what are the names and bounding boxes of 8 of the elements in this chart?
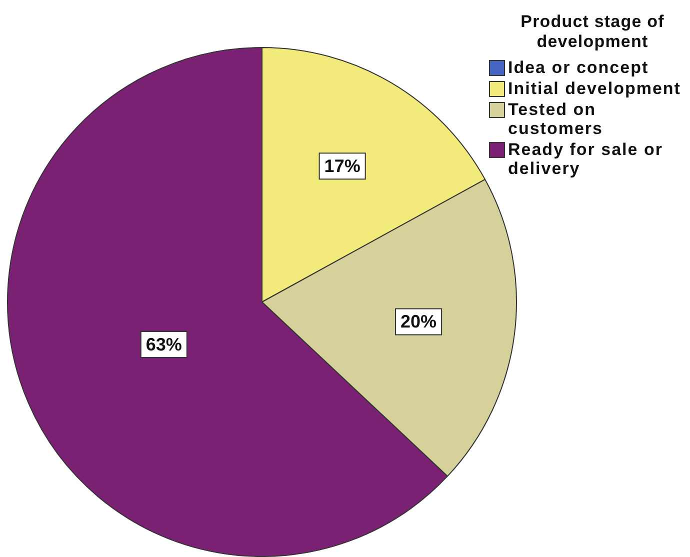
legend-label: Idea or concept	[508, 58, 650, 77]
legend-label: Tested on customers	[508, 100, 604, 138]
legend-label: Ready for sale or delivery	[508, 140, 664, 178]
data-label: 17%	[324, 156, 360, 176]
legend-label: Initial development	[508, 79, 682, 98]
data-label: 63%	[146, 334, 182, 354]
legend-title: Product stage of development	[520, 12, 666, 52]
data-label: 20%	[400, 312, 437, 332]
